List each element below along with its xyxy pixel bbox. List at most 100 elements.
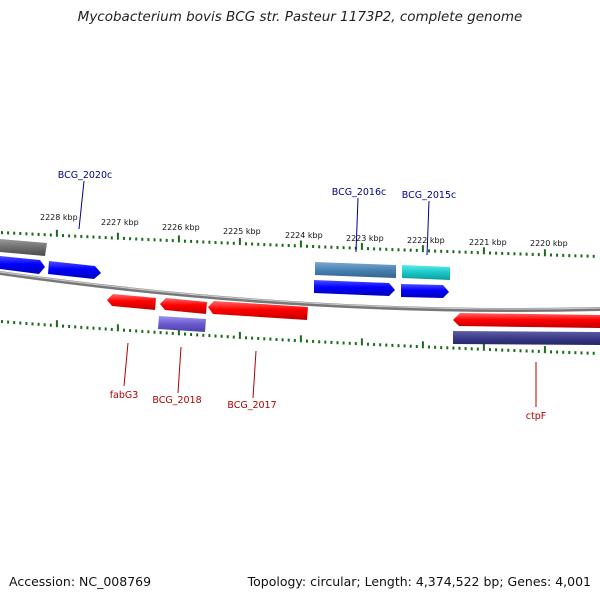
gene-label-bcg-2017[interactable]: BCG_2017 bbox=[227, 400, 276, 411]
gene-label-bcg-2016c[interactable]: BCG_2016c bbox=[332, 187, 387, 198]
forward-strand-minor-tick bbox=[135, 237, 138, 241]
feature-blue-bcg-2020c[interactable] bbox=[48, 261, 101, 279]
forward-strand-major-tick bbox=[177, 235, 180, 243]
reverse-strand-minor-tick bbox=[214, 334, 217, 338]
scale-label-2223: 2223 kbp bbox=[346, 234, 384, 243]
reverse-strand-minor-tick bbox=[202, 333, 205, 337]
feature-gray-partial[interactable] bbox=[0, 239, 47, 256]
reverse-strand-minor-tick bbox=[586, 351, 589, 355]
reverse-strand-minor-tick bbox=[13, 321, 16, 325]
reverse-strand-minor-tick bbox=[31, 322, 34, 326]
forward-strand-minor-tick bbox=[348, 246, 351, 250]
forward-strand-minor-tick bbox=[385, 247, 388, 251]
forward-strand-minor-tick bbox=[263, 243, 266, 247]
forward-strand-minor-tick bbox=[586, 254, 589, 258]
reverse-strand-minor-tick bbox=[196, 333, 199, 337]
reverse-strand-minor-tick bbox=[245, 336, 247, 340]
gene-label-bcg-2020c[interactable]: BCG_2020c bbox=[58, 170, 113, 181]
forward-strand-minor-tick bbox=[550, 253, 552, 257]
reverse-strand-minor-tick bbox=[318, 340, 321, 344]
feature-red-bcg-2018[interactable] bbox=[160, 298, 207, 314]
reverse-strand-minor-tick bbox=[568, 351, 571, 354]
feature-cyan-bcg-2015c[interactable] bbox=[402, 265, 450, 280]
reverse-strand-minor-tick bbox=[123, 328, 125, 332]
forward-strand-minor-tick bbox=[476, 251, 479, 255]
forward-strand-minor-tick bbox=[556, 253, 559, 257]
reverse-strand-minor-tick bbox=[251, 336, 254, 340]
reverse-strand-minor-tick bbox=[141, 329, 144, 333]
forward-strand-minor-tick bbox=[159, 238, 162, 242]
reverse-strand-minor-tick bbox=[409, 344, 412, 348]
reverse-strand-major-tick bbox=[299, 335, 302, 343]
forward-strand-minor-tick bbox=[403, 248, 406, 252]
forward-strand-minor-tick bbox=[141, 237, 144, 241]
forward-strand-major-tick bbox=[299, 240, 302, 248]
forward-strand-minor-tick bbox=[293, 244, 296, 248]
forward-strand-minor-tick bbox=[537, 253, 540, 257]
forward-strand-minor-tick bbox=[434, 249, 437, 253]
reverse-strand-minor-tick bbox=[348, 341, 351, 345]
reverse-strand-major-tick bbox=[177, 328, 180, 336]
reverse-strand-minor-tick bbox=[501, 348, 504, 352]
forward-strand-minor-tick bbox=[251, 242, 254, 246]
feature-steel-bcg-2016c[interactable] bbox=[315, 262, 396, 278]
forward-strand-minor-tick bbox=[184, 239, 186, 243]
gene-label-ctpf[interactable]: ctpF bbox=[526, 411, 546, 422]
reverse-strand-minor-tick bbox=[354, 342, 357, 346]
forward-strand-minor-tick bbox=[74, 234, 77, 238]
reverse-strand-minor-tick bbox=[275, 338, 278, 341]
gene-label-bcg-2015c[interactable]: BCG_2015c bbox=[402, 190, 457, 201]
reverse-strand-minor-tick bbox=[281, 338, 284, 342]
genome-summary-text: Topology: circular; Length: 4,374,522 bp… bbox=[247, 574, 591, 589]
feature-purple-bcg-2018[interactable] bbox=[158, 316, 206, 332]
forward-strand-minor-tick bbox=[324, 245, 327, 249]
forward-strand-minor-tick bbox=[580, 254, 583, 258]
feature-blue-bcg-2015c[interactable] bbox=[401, 284, 449, 298]
reverse-strand-minor-tick bbox=[98, 327, 101, 331]
reverse-strand-major-tick bbox=[543, 346, 546, 354]
forward-strand-minor-tick bbox=[196, 240, 199, 244]
reverse-strand-minor-tick bbox=[367, 342, 369, 346]
forward-strand-minor-tick bbox=[409, 248, 412, 252]
reverse-strand-minor-tick bbox=[507, 348, 510, 352]
feature-red-fabg3[interactable] bbox=[107, 294, 156, 310]
gene-label-fabg3[interactable]: fabG3 bbox=[110, 390, 139, 401]
forward-strand-major-tick bbox=[360, 242, 363, 250]
reverse-strand-minor-tick bbox=[49, 323, 52, 327]
reverse-strand-minor-tick bbox=[226, 335, 229, 339]
forward-strand-minor-tick bbox=[43, 233, 46, 237]
reverse-strand-minor-tick bbox=[7, 320, 10, 324]
forward-strand-minor-tick bbox=[1, 231, 3, 235]
feature-navy-ctpf[interactable] bbox=[453, 331, 600, 345]
gene-label-bcg-2018[interactable]: BCG_2018 bbox=[152, 395, 201, 406]
reverse-strand-minor-tick bbox=[74, 325, 77, 329]
forward-strand-minor-tick bbox=[257, 242, 260, 246]
forward-strand-minor-tick bbox=[367, 247, 369, 251]
reverse-strand-minor-tick bbox=[92, 326, 95, 330]
forward-strand-minor-tick bbox=[525, 252, 528, 256]
feature-blue-partial-left[interactable] bbox=[0, 256, 45, 274]
reverse-strand-minor-tick bbox=[159, 331, 162, 335]
forward-strand-major-tick bbox=[421, 245, 424, 253]
reverse-strand-minor-tick bbox=[391, 343, 394, 347]
feature-blue-bcg-2016c[interactable] bbox=[314, 280, 395, 296]
forward-strand-minor-tick bbox=[287, 244, 290, 247]
forward-strand-minor-tick bbox=[592, 254, 595, 258]
leader-line-bcg-2015c bbox=[426, 200, 430, 256]
forward-strand-minor-tick bbox=[519, 252, 522, 256]
feature-red-ctpf[interactable] bbox=[453, 313, 600, 328]
reverse-strand-minor-tick bbox=[513, 349, 516, 352]
forward-strand-minor-tick bbox=[202, 240, 205, 244]
feature-red-bcg-2017[interactable] bbox=[208, 301, 308, 320]
reverse-strand-major-tick bbox=[482, 343, 485, 351]
leader-line-bcg-2016c bbox=[355, 197, 359, 253]
forward-strand-minor-tick bbox=[165, 238, 168, 242]
reverse-strand-minor-tick bbox=[525, 349, 528, 353]
reverse-strand-minor-tick bbox=[580, 351, 583, 355]
reverse-strand-minor-tick bbox=[440, 346, 443, 350]
accession-text: Accession: NC_008769 bbox=[9, 574, 152, 589]
scale-label-2226: 2226 kbp bbox=[162, 223, 200, 232]
forward-strand-minor-tick bbox=[214, 241, 217, 244]
forward-strand-major-tick bbox=[482, 247, 485, 255]
reverse-strand-minor-tick bbox=[556, 350, 559, 354]
